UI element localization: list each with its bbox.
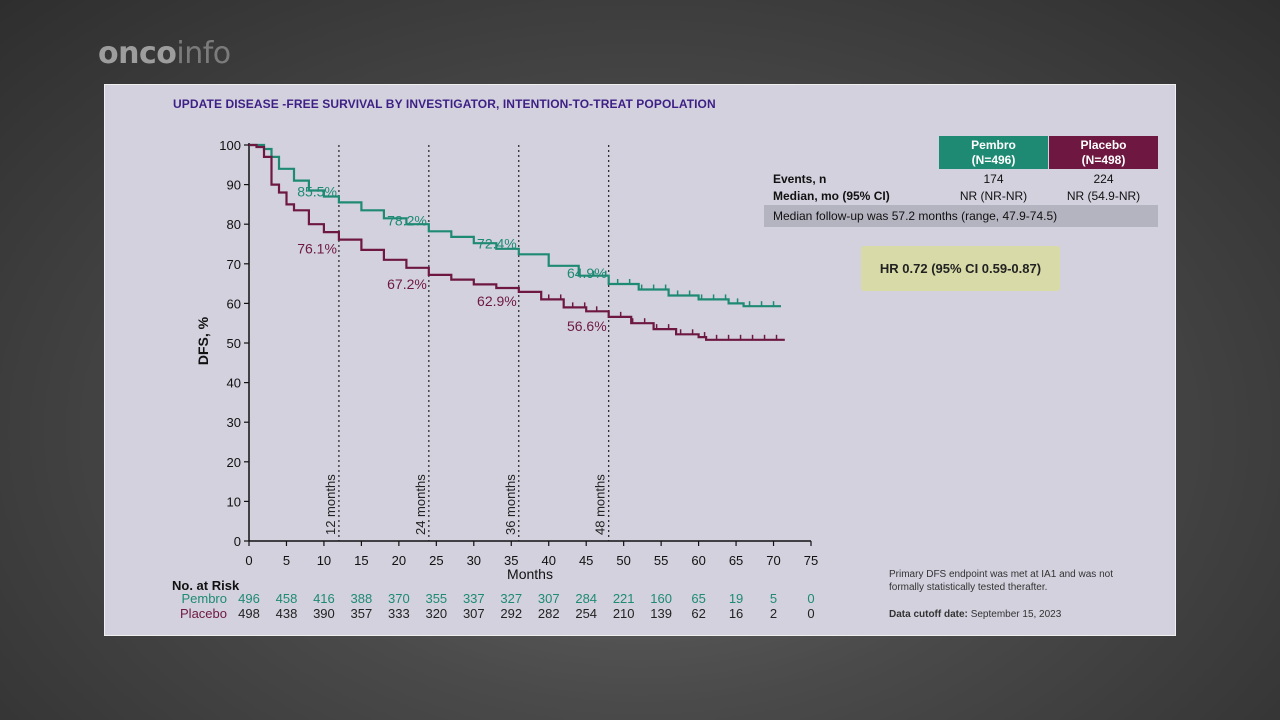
risk-value: 496 [238,591,260,606]
risk-value: 333 [388,606,410,621]
y-tick-label: 10 [227,494,241,509]
risk-row-label: Pembro [181,591,227,606]
pembro-header: Pembro (N=496) [939,136,1048,169]
risk-value: 370 [388,591,410,606]
y-tick-label: 80 [227,217,241,232]
table-row-label: Median, mo (95% CI) [773,189,890,203]
risk-value: 0 [807,591,814,606]
risk-value: 16 [729,606,743,621]
risk-value: 160 [650,591,672,606]
risk-value: 388 [351,591,373,606]
x-tick-label: 75 [804,553,818,568]
landmark-value: 56.6% [567,318,607,334]
landmark-value: 72.4% [477,235,517,251]
landmark-label: 48 months [593,474,608,535]
hazard-ratio-box: HR 0.72 (95% CI 0.59-0.87) [861,246,1060,291]
x-tick-label: 35 [504,553,518,568]
risk-value: 2 [770,606,777,621]
y-tick-label: 20 [227,455,241,470]
x-tick-label: 70 [766,553,780,568]
y-tick-label: 30 [227,415,241,430]
x-tick-label: 5 [283,553,290,568]
landmark-value: 85.5% [297,183,337,199]
x-tick-label: 55 [654,553,668,568]
risk-value: 284 [575,591,597,606]
risk-value: 458 [276,591,298,606]
risk-value: 416 [313,591,335,606]
risk-value: 355 [425,591,447,606]
risk-value: 327 [500,591,522,606]
x-tick-label: 65 [729,553,743,568]
risk-value: 320 [425,606,447,621]
y-tick-label: 0 [234,534,241,549]
placebo-events: 224 [1093,172,1114,186]
footnote: Primary DFS endpoint was met at IA1 and … [889,569,1113,593]
x-tick-label: 30 [467,553,481,568]
risk-value: 210 [613,606,635,621]
x-tick-label: 25 [429,553,443,568]
table-row-label: Events, n [773,172,827,186]
risk-value: 19 [729,591,743,606]
x-tick-label: 45 [579,553,593,568]
landmark-value: 64.9% [567,265,607,281]
risk-value: 221 [613,591,635,606]
risk-value: 0 [807,606,814,621]
risk-value: 307 [538,591,560,606]
followup-note: Median follow-up was 57.2 months (range,… [764,205,1158,227]
placebo-median: NR (54.9-NR) [1066,189,1141,203]
risk-value: 139 [650,606,672,621]
risk-value: 307 [463,606,485,621]
risk-value: 357 [351,606,373,621]
x-tick-label: 20 [392,553,406,568]
pembro-median: NR (NR-NR) [959,189,1028,203]
landmark-value: 78.2% [387,212,427,228]
x-tick-label: 60 [691,553,705,568]
risk-value: 62 [691,606,705,621]
x-tick-label: 15 [354,553,368,568]
risk-value: 254 [575,606,597,621]
slide-title: UPDATE DISEASE -FREE SURVIVAL BY INVESTI… [173,97,716,111]
y-axis-label: DFS, % [195,316,211,365]
data-cutoff: Data cutoff date: September 15, 2023 [889,609,1062,620]
x-tick-label: 40 [541,553,555,568]
placebo-curve [249,143,785,341]
landmark-label: 36 months [503,474,518,535]
y-tick-label: 100 [219,138,241,153]
x-tick-label: 0 [245,553,252,568]
risk-value: 5 [770,591,777,606]
risk-value: 292 [500,606,522,621]
landmark-label: 12 months [323,474,338,535]
risk-value: 390 [313,606,335,621]
y-tick-label: 60 [227,296,241,311]
risk-value: 498 [238,606,260,621]
landmark-value: 67.2% [387,276,427,292]
landmark-value: 76.1% [297,241,337,257]
landmark-value: 62.9% [477,293,517,309]
x-tick-label: 50 [616,553,630,568]
risk-value: 65 [691,591,705,606]
oncoinfo-logo: oncoinfo [98,36,231,71]
risk-value: 282 [538,606,560,621]
slide: UPDATE DISEASE -FREE SURVIVAL BY INVESTI… [104,84,1176,636]
risk-value: 438 [276,606,298,621]
y-tick-label: 70 [227,257,241,272]
x-tick-label: 10 [317,553,331,568]
pembro-curve [249,143,781,308]
risk-table-title: No. at Risk [172,578,240,593]
risk-value: 337 [463,591,485,606]
placebo-header: Placebo (N=498) [1049,136,1158,169]
y-tick-label: 40 [227,376,241,391]
y-tick-label: 90 [227,178,241,193]
risk-row-label: Placebo [180,606,227,621]
pembro-events: 174 [983,172,1004,186]
x-axis-label: Months [507,566,553,582]
y-tick-label: 50 [227,336,241,351]
landmark-label: 24 months [413,474,428,535]
